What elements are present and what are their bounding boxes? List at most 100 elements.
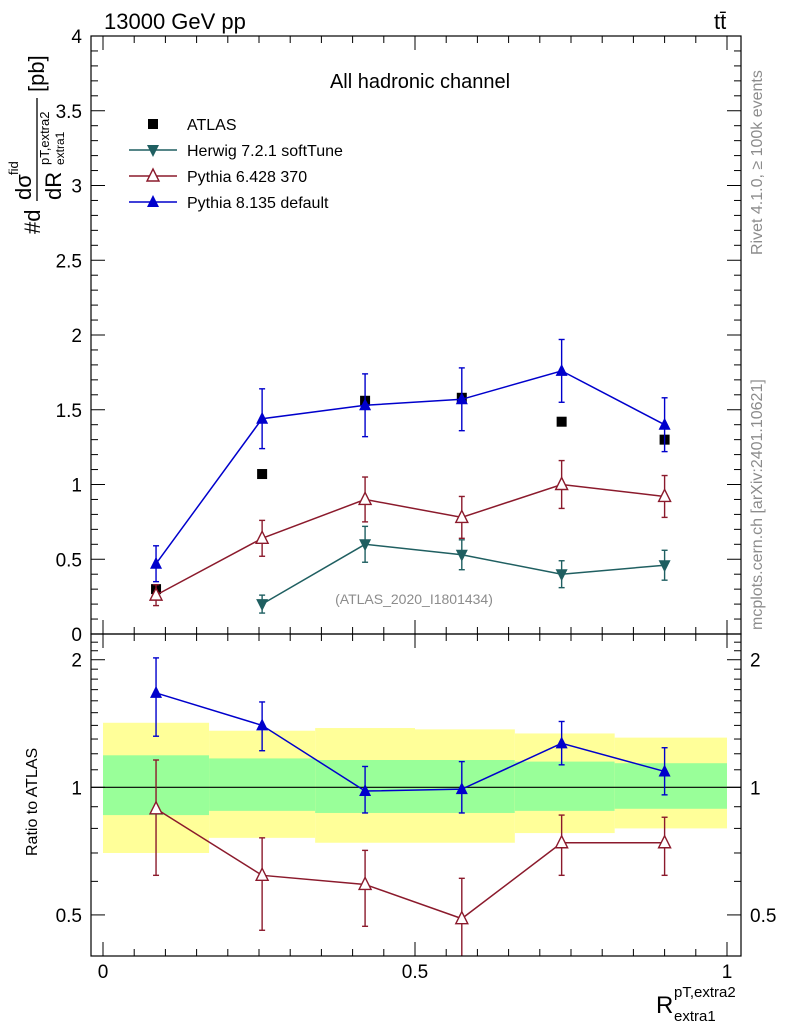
legend-marker — [147, 145, 159, 157]
data-point — [555, 363, 568, 376]
main-y-tick-label: 1.5 — [56, 401, 82, 422]
ratio-data-point — [359, 784, 372, 797]
ratio-y-axis-label: Ratio to ATLAS — [24, 748, 41, 856]
ratio-y-tick-label: 2 — [71, 651, 82, 672]
main-y-tick-label: 1 — [71, 476, 82, 497]
legend: ATLAS Herwig 7.2.1 softTune Pythia 6.428 3… — [129, 117, 343, 212]
ratio-data-point — [657, 834, 672, 849]
legend-entry: Herwig 7.2.1 softTune — [129, 143, 343, 160]
legend-label: Herwig 7.2.1 softTune — [187, 143, 343, 160]
rivet-version-label: Rivet 4.1.0, ≥ 100k events — [749, 70, 766, 255]
ratio-plot-marks — [148, 657, 672, 956]
y-label-denominator: dR — [41, 172, 66, 200]
y-label-denominator-sub: extra1 — [53, 131, 67, 165]
main-y-tick-label: 2.5 — [56, 251, 82, 272]
legend-marker — [145, 167, 161, 182]
legend-label: ATLAS — [187, 117, 237, 134]
data-point — [359, 398, 372, 411]
data-point — [148, 586, 164, 601]
x-tick-label: 1 — [722, 962, 733, 983]
main-y-axis-label: #d dσ fid dR pT,extra2 extra1 [pb] — [6, 55, 67, 234]
x-tick-label: 0 — [98, 962, 109, 983]
legend-label: Pythia 6.428 370 — [187, 169, 307, 186]
green-band-segment — [415, 760, 515, 813]
ratio-series-line — [155, 692, 665, 792]
y-label-fraction: #d — [20, 210, 45, 234]
main-y-tick-label: 4 — [71, 27, 82, 48]
x-label-sub: extra1 — [674, 1008, 716, 1024]
data-point — [256, 411, 269, 424]
data-point — [658, 417, 671, 430]
x-label-sup: pT,extra2 — [674, 984, 736, 1001]
y-label-numerator-sup: fid — [6, 161, 21, 175]
ratio-y-tick-label-right: 0.5 — [750, 906, 776, 927]
main-y-tick-label: 2 — [71, 326, 82, 347]
ratio-data-point — [357, 875, 373, 891]
green-band-segment — [614, 763, 727, 809]
ratio-data-point — [555, 736, 568, 749]
data-point — [455, 549, 468, 562]
main-panel: 0 0.5 1 1.5 2 2.5 3 3.5 4 All hadronic channel (… — [6, 27, 742, 646]
ratio-uncertainty-bands — [91, 722, 741, 853]
ratio-y-tick-label: 0.5 — [56, 906, 82, 927]
data-point — [359, 539, 372, 552]
ratio-y-tick-label-right: 1 — [750, 778, 761, 799]
analysis-watermark: (ATLAS_2020_I1801434) — [335, 591, 493, 607]
data-point — [357, 490, 373, 506]
data-point — [658, 560, 671, 573]
ratio-data-point — [148, 800, 164, 815]
data-point — [256, 599, 269, 612]
legend-entry: ATLAS — [148, 117, 237, 134]
main-y-tick-label: 3.5 — [56, 102, 82, 123]
y-label-denominator-sup: pT,extra2 — [37, 112, 52, 165]
y-label-unit: [pb] — [24, 55, 49, 92]
y-label-numerator: dσ — [11, 174, 36, 200]
data-point — [254, 529, 270, 545]
ratio-data-point — [658, 764, 671, 777]
x-label-base: R — [656, 992, 673, 1019]
legend-marker — [148, 119, 158, 129]
header-process-label: tt̄ — [714, 9, 726, 34]
data-point — [455, 392, 468, 405]
data-point — [555, 569, 568, 582]
legend-label: Pythia 8.135 default — [187, 195, 329, 212]
ratio-data-point — [454, 910, 469, 925]
y-label-prefix: #d — [20, 210, 45, 234]
main-y-tick-label: 0 — [71, 625, 82, 646]
ratio-series-line — [155, 808, 665, 920]
series-pythia-8-135-default — [150, 338, 671, 583]
legend-marker — [147, 195, 159, 207]
data-point — [257, 469, 268, 480]
x-tick-label: 0.5 — [402, 962, 428, 983]
main-y-axis: 0 0.5 1 1.5 2 2.5 3 3.5 4 — [56, 27, 741, 646]
main-y-tick-label: 3 — [71, 177, 82, 198]
legend-entry: Pythia 6.428 370 — [129, 167, 307, 186]
green-band-segment — [209, 758, 316, 811]
ratio-data-point — [254, 866, 270, 882]
header-energy-label: 13000 GeV pp — [104, 9, 246, 34]
data-point — [657, 487, 672, 503]
data-point — [554, 475, 569, 491]
ratio-panel: 0.5 0.5 1 1 2 2 0 0.5 1 Ratio to ATLAS R pT,extr… — [24, 633, 776, 1024]
series-line — [155, 370, 665, 565]
main-plot-marks — [148, 338, 672, 614]
ratio-series-pythia-6-428-370 — [148, 759, 672, 956]
data-point — [454, 508, 469, 524]
series-herwig-7-2-1-softtune — [256, 525, 671, 614]
legend-entry: Pythia 8.135 default — [129, 195, 329, 212]
data-point — [556, 416, 567, 427]
ratio-y-tick-label: 1 — [71, 778, 82, 799]
main-y-tick-label: 0.5 — [56, 550, 82, 571]
ratio-data-point — [455, 782, 468, 795]
ratio-data-point — [256, 718, 269, 731]
green-band-segment — [514, 761, 615, 811]
ratio-axes: 0.5 0.5 1 1 2 2 0 0.5 1 — [56, 634, 776, 983]
main-panel-title: All hadronic channel — [330, 71, 510, 93]
series-pythia-6-428-370 — [148, 459, 672, 607]
data-point — [150, 556, 163, 569]
source-label: mcplots.cern.ch [arXiv:2401.10621] — [749, 379, 766, 630]
x-axis-label: R pT,extra2 extra1 — [656, 984, 736, 1024]
ratio-series-pythia-8-135-default — [150, 657, 671, 814]
ratio-data-point — [150, 685, 163, 698]
